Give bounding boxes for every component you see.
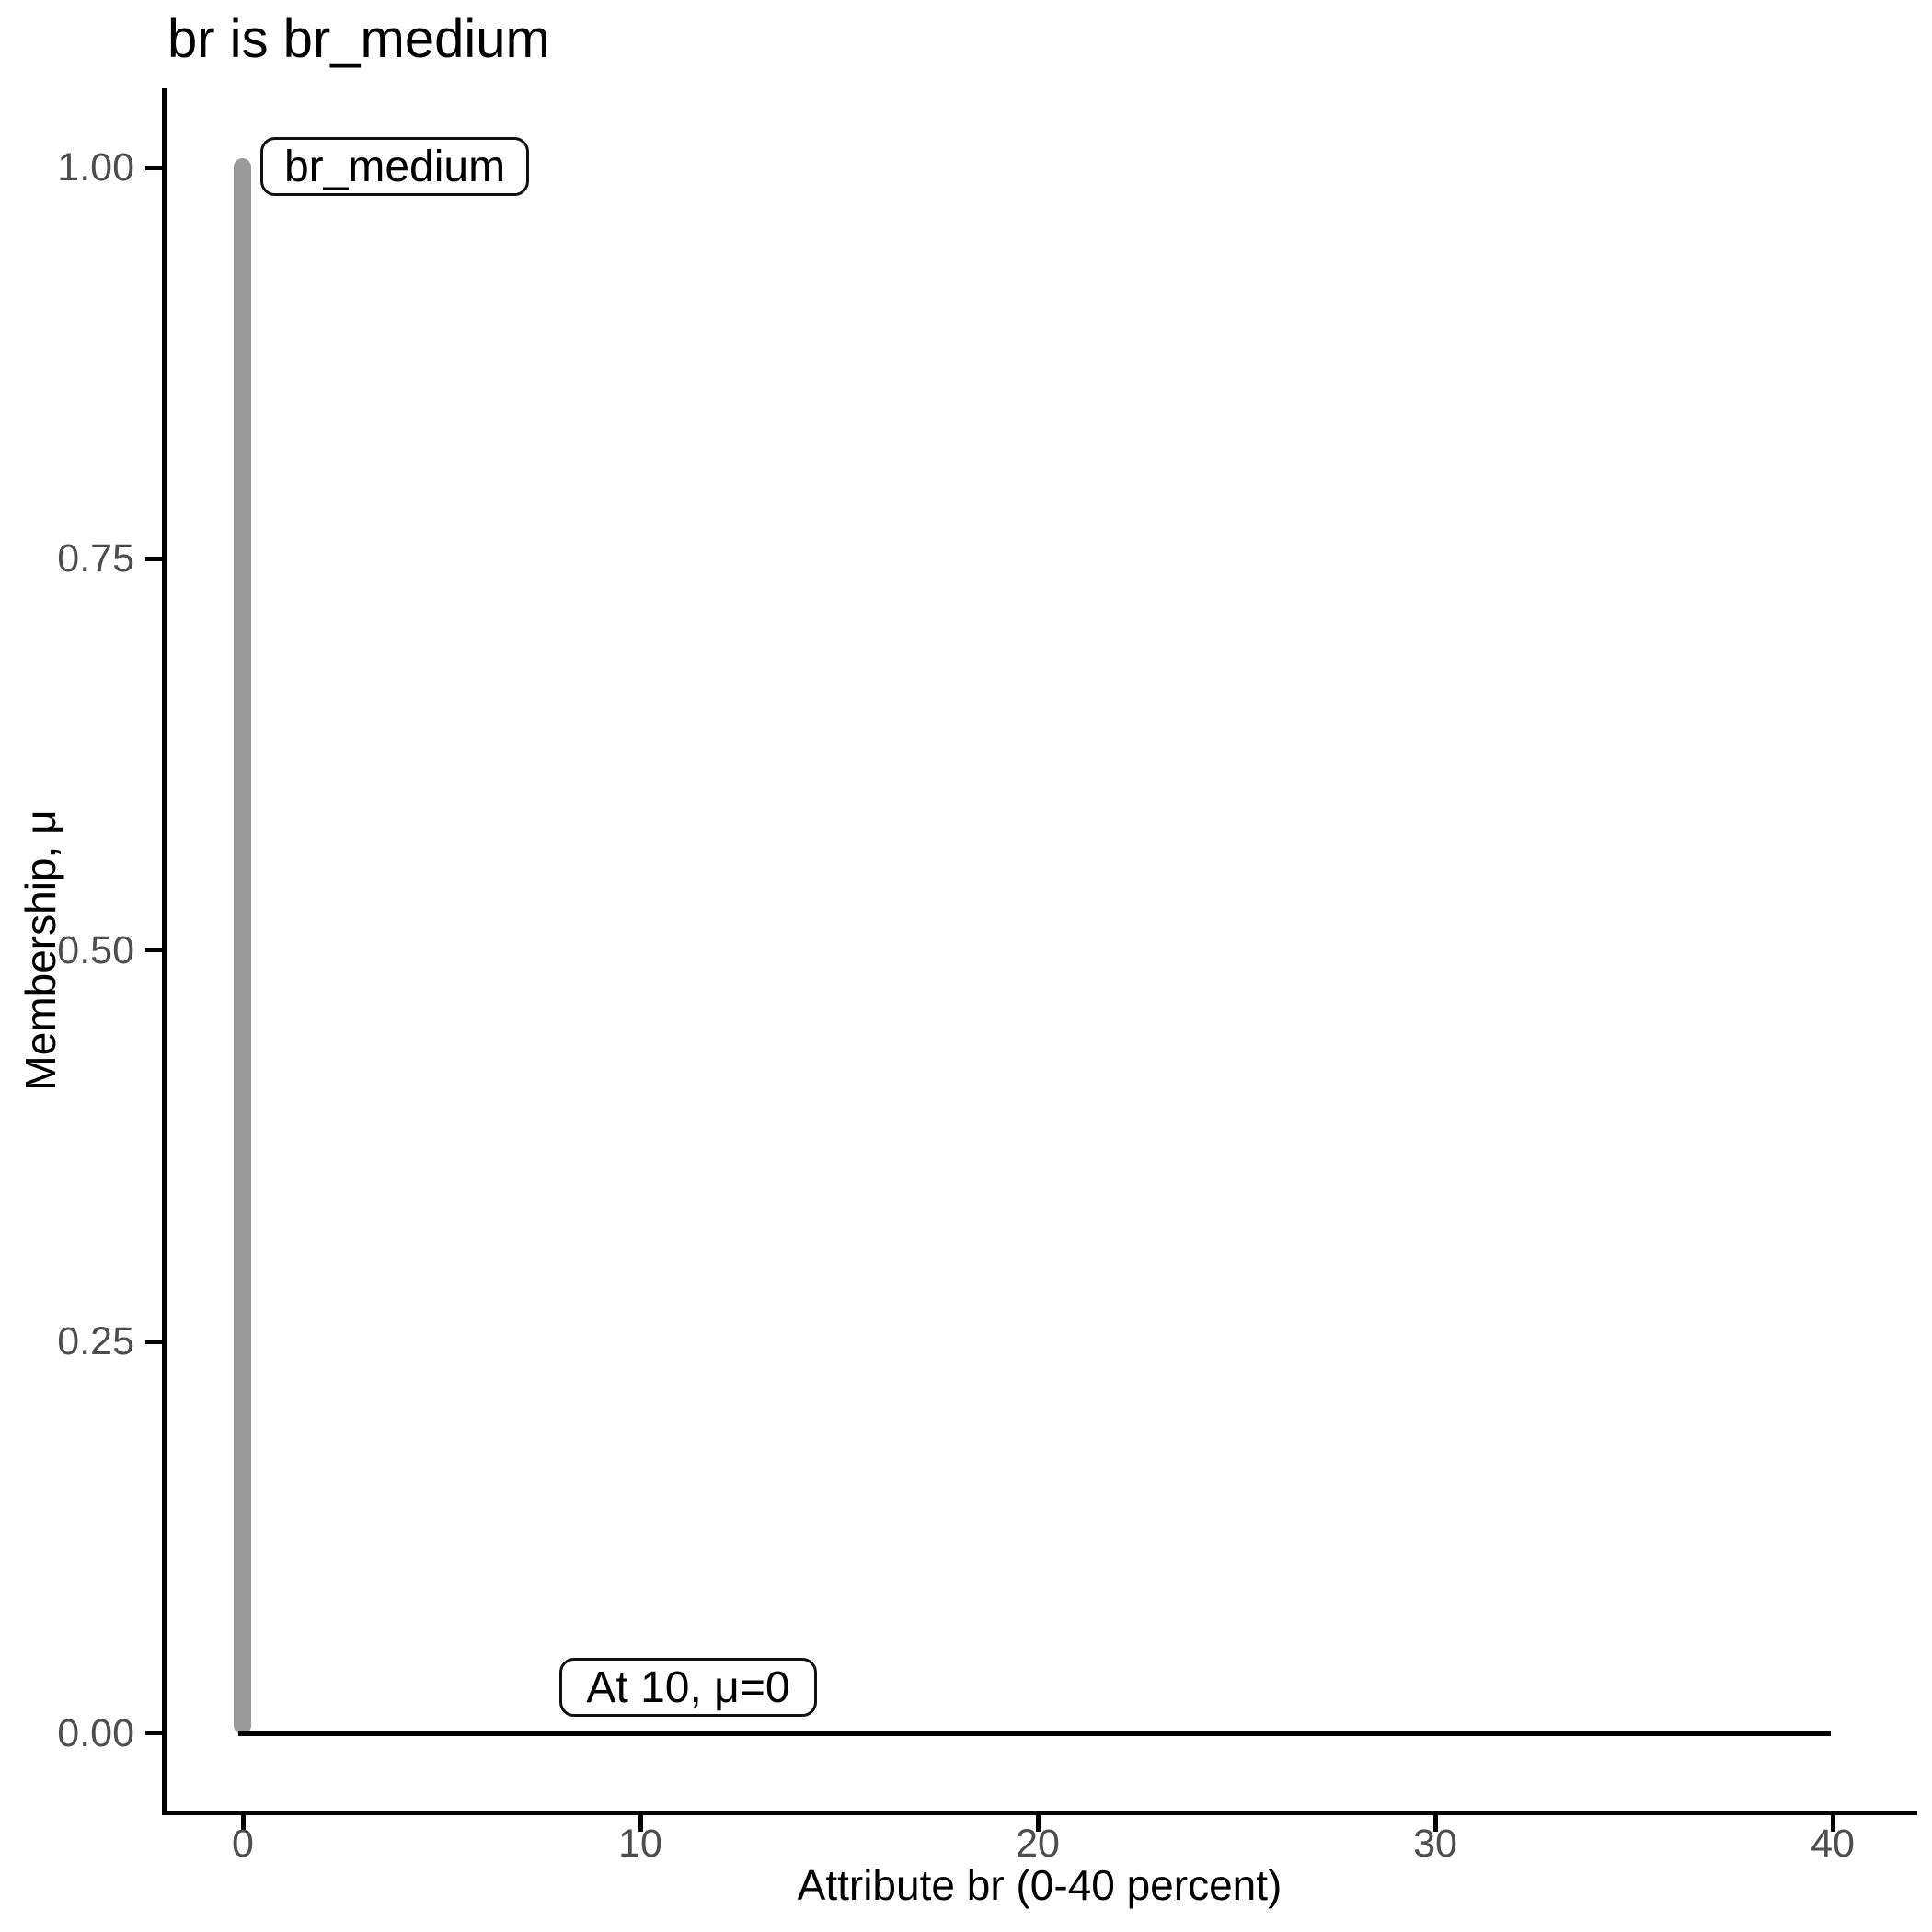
x-axis-line [162, 1811, 1917, 1815]
annotation-br-medium-text: br_medium [283, 142, 506, 191]
y-tick-label: 0.75 [57, 536, 134, 581]
y-axis-title: Membership, μ [17, 810, 64, 1091]
y-tick-1.00 [145, 166, 162, 170]
y-axis-line [162, 88, 167, 1815]
x-tick-20 [1036, 1815, 1041, 1832]
x-axis-title: Attribute br (0-40 percent) [797, 1861, 1282, 1909]
x-tick-label: 30 [1413, 1822, 1457, 1866]
x-tick-0 [241, 1815, 246, 1832]
x-tick-label: 10 [618, 1822, 662, 1866]
plot-title: br is br_medium [167, 9, 550, 69]
zero-membership-line [238, 1731, 1831, 1736]
x-tick-10 [638, 1815, 643, 1832]
annotation-at-10-mu-0: At 10, μ=0 [559, 1658, 817, 1717]
y-tick-0.75 [145, 557, 162, 561]
y-tick-0.25 [145, 1340, 162, 1344]
y-tick-label: 0.50 [57, 928, 134, 972]
y-tick-label: 1.00 [57, 145, 134, 190]
y-tick-label: 0.25 [57, 1319, 134, 1363]
x-tick-label: 20 [1016, 1822, 1060, 1866]
y-tick-label: 0.00 [57, 1711, 134, 1755]
x-tick-40 [1831, 1815, 1835, 1832]
x-tick-label: 40 [1811, 1822, 1855, 1866]
x-tick-label: 0 [232, 1822, 254, 1866]
y-tick-0.50 [145, 948, 162, 952]
x-tick-30 [1433, 1815, 1438, 1832]
annotation-br-medium: br_medium [260, 137, 529, 196]
annotation-at-10-mu-0-text: At 10, μ=0 [586, 1662, 790, 1712]
y-tick-0.00 [145, 1731, 162, 1735]
membership-spike-line [234, 158, 251, 1734]
